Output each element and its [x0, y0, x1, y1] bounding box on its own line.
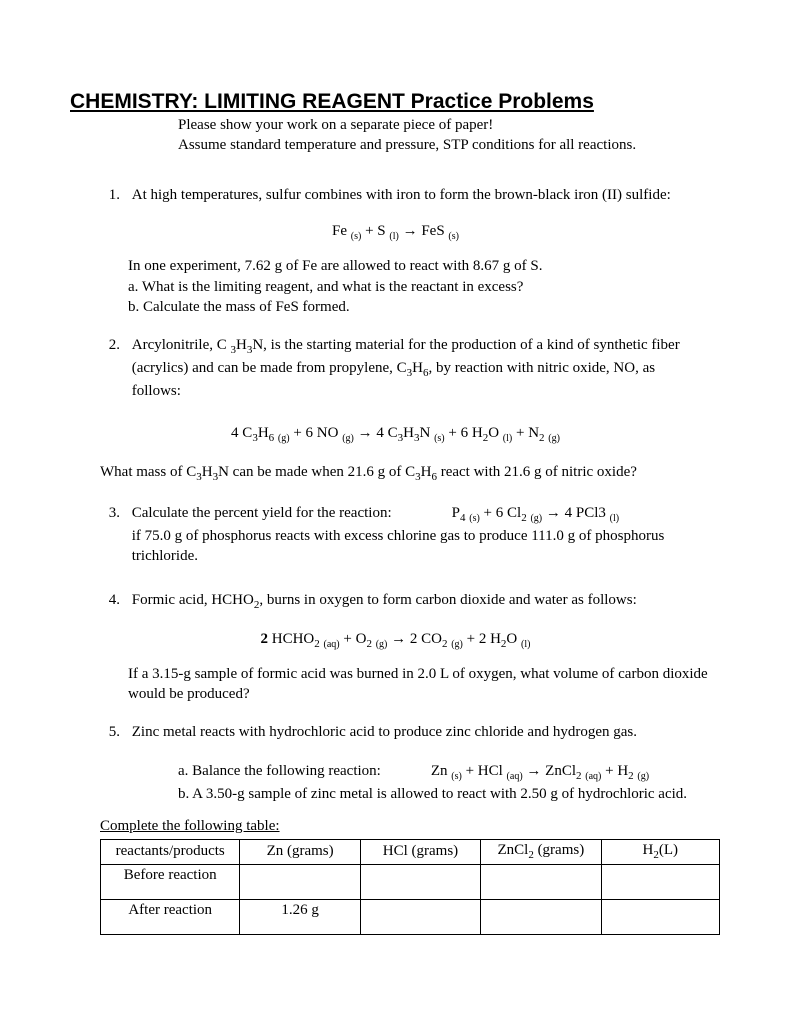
subtitle-line-2: Assume standard temperature and pressure… [178, 136, 721, 156]
problem-5-a: a. Balance the following reaction: Zn (s)… [178, 761, 721, 784]
table-row: After reaction 1.26 g [101, 899, 720, 934]
table-cell: After reaction [101, 899, 240, 934]
problem-5-a-text: a. Balance the following reaction: [178, 763, 381, 779]
problem-number: 2. [100, 335, 120, 355]
table-cell [481, 864, 601, 899]
page-title: CHEMISTRY: LIMITING REAGENT Practice Pro… [70, 90, 721, 114]
problem-3-text2: if 75.0 g of phosphorus reacts with exce… [132, 528, 665, 564]
table-cell [240, 864, 360, 899]
table-wrap: reactants/products Zn (grams) HCl (grams… [100, 839, 721, 935]
problem-4: 4. Formic acid, HCHO2, burns in oxygen t… [70, 590, 721, 613]
equation-5: Zn (s) + HCl (aq) → ZnCl2 (aq) + H2 (g) [431, 763, 649, 779]
problem-number: 1. [100, 185, 120, 205]
problem-5: 5. Zinc metal reacts with hydrochloric a… [70, 722, 721, 742]
problem-text: Formic acid, HCHO2, burns in oxygen to f… [132, 590, 702, 613]
table-header-row: reactants/products Zn (grams) HCl (grams… [101, 839, 720, 864]
problem-3-text1: Calculate the percent yield for the reac… [132, 505, 392, 521]
table-cell [360, 899, 480, 934]
equation-1: Fe (s) + S (l) → FeS (s) [70, 223, 721, 242]
reaction-table: reactants/products Zn (grams) HCl (grams… [100, 839, 720, 935]
table-row: Before reaction [101, 864, 720, 899]
problem-number: 5. [100, 722, 120, 742]
equation-4: 2 HCHO2 (aq) + O2 (g) → 2 CO2 (g) + 2 H2… [70, 631, 721, 650]
table-header: HCl (grams) [360, 839, 480, 864]
problem-2-follow: What mass of C3H3N can be made when 21.6… [100, 462, 721, 485]
table-label: Complete the following table: [100, 818, 721, 835]
problem-1: 1. At high temperatures, sulfur combines… [70, 185, 721, 205]
problem-3: 3. Calculate the percent yield for the r… [70, 503, 721, 566]
equation-2: 4 C3H6 (g) + 6 NO (g) → 4 C3H3N (s) + 6 … [70, 425, 721, 444]
problem-text: Calculate the percent yield for the reac… [132, 503, 702, 566]
problem-number: 4. [100, 590, 120, 610]
problem-5-b: b. A 3.50-g sample of zinc metal is allo… [178, 784, 721, 804]
table-header: Zn (grams) [240, 839, 360, 864]
problem-1-b: b. Calculate the mass of FeS formed. [128, 297, 721, 317]
table-cell [601, 864, 719, 899]
problem-text: At high temperatures, sulfur combines wi… [132, 185, 702, 205]
problem-1-line: In one experiment, 7.62 g of Fe are allo… [128, 256, 721, 276]
table-header: ZnCl2 (grams) [481, 839, 601, 864]
table-header: H2(L) [601, 839, 719, 864]
problem-1-a: a. What is the limiting reagent, and wha… [128, 277, 721, 297]
problem-2: 2. Arcylonitrile, C 3H3N, is the startin… [70, 335, 721, 401]
table-cell [360, 864, 480, 899]
subtitle-line-1: Please show your work on a separate piec… [178, 116, 721, 136]
problem-number: 3. [100, 503, 120, 523]
page: CHEMISTRY: LIMITING REAGENT Practice Pro… [0, 0, 791, 975]
problem-text: Zinc metal reacts with hydrochloric acid… [132, 722, 702, 742]
table-cell [601, 899, 719, 934]
equation-3: P4 (s) + 6 Cl2 (g) → 4 PCl3 (l) [452, 503, 619, 526]
table-cell: 1.26 g [240, 899, 360, 934]
problems-list: 1. At high temperatures, sulfur combines… [70, 185, 721, 935]
table-cell: Before reaction [101, 864, 240, 899]
problem-text: Arcylonitrile, C 3H3N, is the starting m… [132, 335, 702, 401]
table-cell [481, 899, 601, 934]
table-header: reactants/products [101, 839, 240, 864]
problem-4-follow: If a 3.15-g sample of formic acid was bu… [128, 664, 721, 705]
